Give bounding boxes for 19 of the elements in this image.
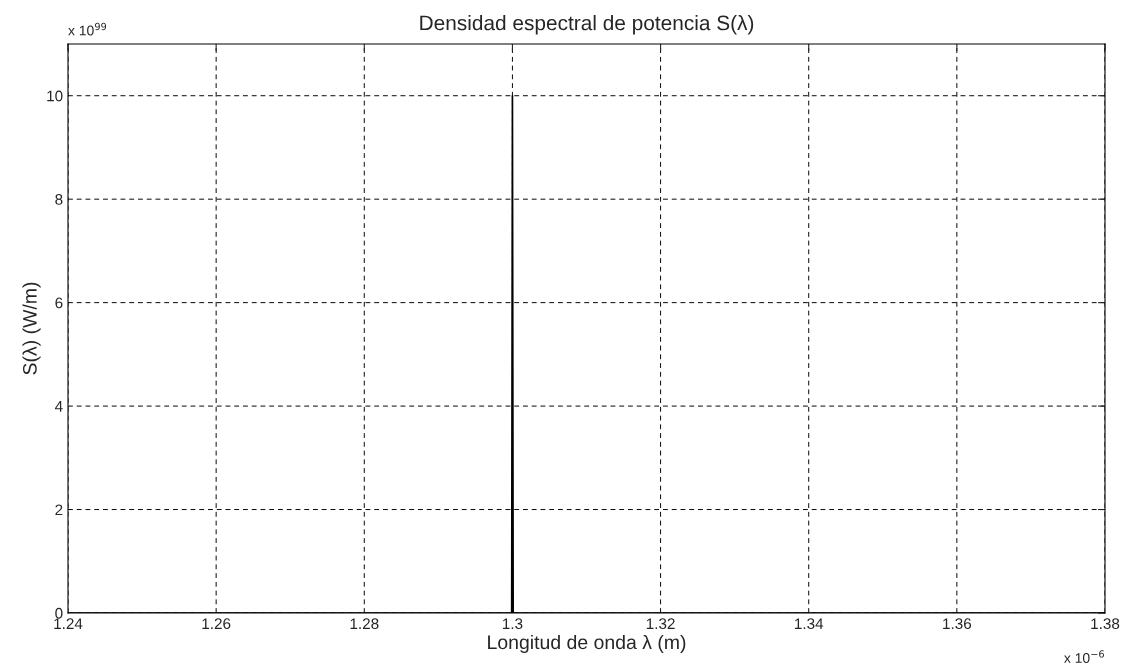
y-tick-label: 2 bbox=[55, 504, 63, 516]
y-tick-label: 4 bbox=[54, 401, 63, 412]
x-tick-label: 1.38 bbox=[1091, 618, 1120, 630]
x-axis-title: Longitud de onda λ (m) bbox=[488, 634, 686, 654]
x-tick-label: 1.32 bbox=[646, 618, 675, 630]
chart-title: Densidad espectral de potencia S(λ) bbox=[420, 15, 754, 35]
y-tick-label: 0 bbox=[55, 607, 63, 619]
x-tick-label: 1.24 bbox=[54, 618, 83, 629]
x-tick-label: 1.36 bbox=[943, 618, 972, 630]
y-tick-label: 8 bbox=[55, 194, 63, 205]
x-tick-label: 1.28 bbox=[350, 618, 379, 630]
y-tick-label: 10 bbox=[47, 90, 63, 102]
text: x 10$^{99}$ bbox=[68, 22, 107, 36]
y-axis-title: S(λ) (W/m) bbox=[22, 282, 41, 375]
x-tick-label: 1.26 bbox=[202, 618, 231, 630]
x-tick-label: 1.3 bbox=[502, 618, 523, 630]
text: x 10$^{−6}$ bbox=[1064, 650, 1104, 663]
y-tick-label: 6 bbox=[55, 297, 63, 309]
x-tick-label: 1.34 bbox=[795, 618, 824, 630]
